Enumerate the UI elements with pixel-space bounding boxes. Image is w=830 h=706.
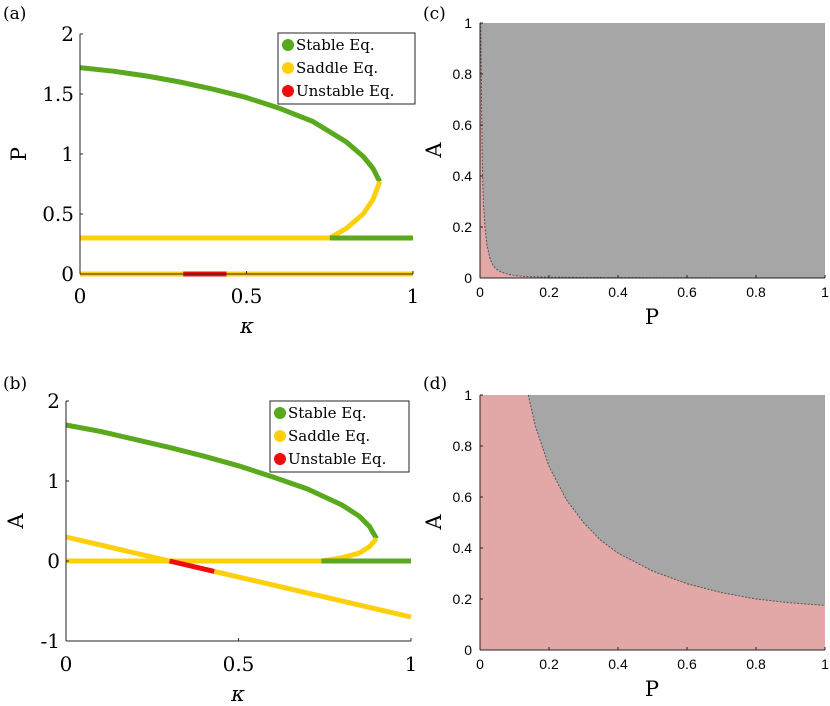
panel-a-legend: Stable Eq. Saddle Eq. Unstable Eq. [277,32,416,105]
panel-d-boundary-curve [527,394,826,606]
y-tick-label: 0.8 [453,66,473,82]
series-line-stable [79,65,382,183]
panel-label-a: (a) [3,4,26,24]
panel-c-y-label: A [422,142,446,159]
x-tick-label: 0.8 [746,656,766,672]
y-tick-label: 0.4 [453,540,473,556]
x-tick-label: 0 [74,284,87,308]
y-tick-label: 1 [47,469,60,493]
y-tick-label: 0 [47,549,60,573]
panel-a-ticks: 0 0.5 1 0 0.5 1 1.5 2 [42,22,419,308]
x-tick-label: 0.2 [539,284,559,300]
x-tick-label: 0 [476,656,484,672]
series-line-saddle [80,180,383,241]
panel-d-pink-region [480,395,825,650]
y-tick-label: 1 [464,387,472,403]
x-tick-label: 0.4 [608,656,628,672]
legend-marker-stable [274,407,286,419]
x-tick-label: 0.5 [231,284,263,308]
panel-d-basin: 0 0.2 0.4 0.6 0.8 1 0 0.2 0.4 0.6 0.8 1 P A [422,387,829,701]
panel-b-x-label: κ [230,682,245,706]
panel-label-c: (c) [423,4,446,24]
panel-c-x-label: P [645,305,659,329]
panel-c-gray-region [480,23,825,278]
x-tick-label: 0.6 [677,656,697,672]
y-tick-label: 1.5 [42,82,74,106]
panel-b-series-group [65,422,412,620]
x-tick-label: 0.6 [677,284,697,300]
y-tick-label: -1 [41,629,60,653]
y-tick-label: 0.6 [453,117,473,133]
legend-marker-saddle [282,62,294,74]
x-tick-label: 1 [405,652,418,676]
panel-d-ticks: 0 0.2 0.4 0.6 0.8 1 0 0.2 0.4 0.6 0.8 1 [453,387,830,672]
y-tick-label: 0.2 [453,591,473,607]
x-tick-label: 0 [60,652,73,676]
legend-marker-saddle [274,430,286,442]
y-tick-label: 2 [61,22,74,46]
x-tick-label: 0.4 [608,284,628,300]
legend-entry-label: Unstable Eq. [288,450,386,468]
panel-a-x-label: κ [239,314,254,338]
legend-entry-label: Saddle Eq. [296,59,378,77]
y-tick-label: 0.5 [42,202,74,226]
x-tick-label: 0.2 [539,656,559,672]
x-tick-label: 0 [476,284,484,300]
legend-entry-label: Stable Eq. [288,404,367,422]
y-tick-label: 1 [464,15,472,31]
legend-marker-stable [282,39,294,51]
panel-c-basin: 0 0.2 0.4 0.6 0.8 1 0 0.2 0.4 0.6 0.8 1 P A [422,15,829,329]
x-tick-label: 1 [407,284,420,308]
y-tick-label: 0.2 [453,219,473,235]
legend-box [269,400,410,473]
legend-marker-unstable [274,453,286,465]
legend-entry-label: Saddle Eq. [288,427,370,445]
panel-label-b: (b) [3,374,27,394]
series-line-saddle [213,568,412,620]
legend-box [277,32,416,105]
panel-d-x-label: P [645,677,659,701]
x-tick-label: 1 [821,656,829,672]
y-tick-label: 2 [47,389,60,413]
legend-marker-unstable [282,85,294,97]
series-line-unstable [168,558,215,574]
panel-d-y-label: A [422,514,446,531]
panel-b-legend: Stable Eq. Saddle Eq. Unstable Eq. [269,400,410,473]
panel-c-ticks: 0 0.2 0.4 0.6 0.8 1 0 0.2 0.4 0.6 0.8 1 [453,15,830,300]
panel-a-y-label: P [7,147,31,161]
y-tick-label: 0.8 [453,438,473,454]
x-tick-label: 1 [821,284,829,300]
y-tick-label: 0 [464,642,472,658]
panel-b-y-label: A [4,513,28,530]
panel-label-d: (d) [423,374,447,394]
x-tick-label: 0.8 [746,284,766,300]
series-line-saddle [65,534,171,564]
y-tick-label: 0 [61,262,74,286]
x-tick-label: 0.5 [223,652,255,676]
series-line-saddle [66,536,379,564]
y-tick-label: 1 [61,142,74,166]
y-tick-label: 0 [464,270,472,286]
y-tick-label: 0.4 [453,168,473,184]
legend-entry-label: Unstable Eq. [296,82,394,100]
series-line-stable [65,422,379,540]
y-tick-label: 0.6 [453,489,473,505]
panel-a-bifurcation-P: 0 0.5 1 0 0.5 1 1.5 2 κ P Stable Eq. Saddle Eq. U… [7,22,419,338]
legend-entry-label: Stable Eq. [296,36,375,54]
